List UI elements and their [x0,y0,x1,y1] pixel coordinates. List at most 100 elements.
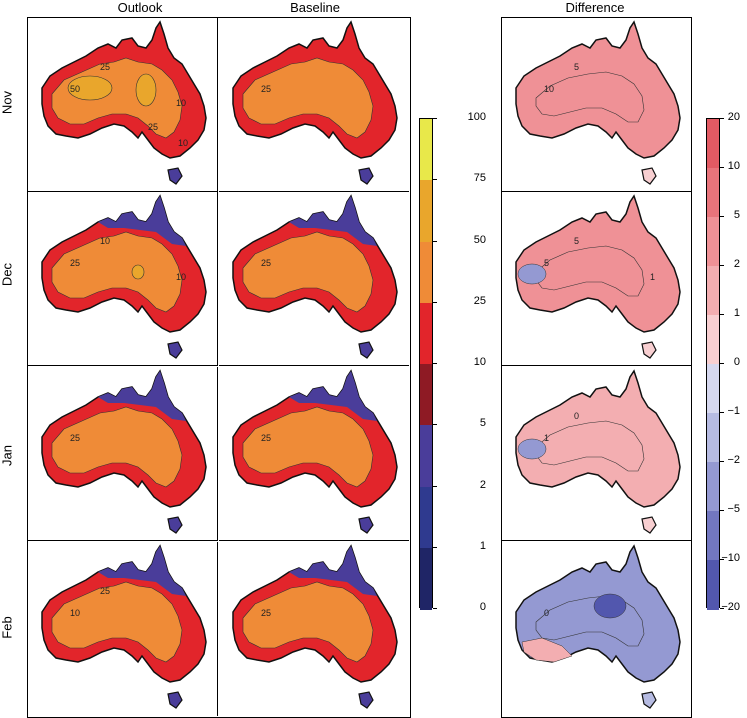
contour-label: 0 [574,411,579,421]
column-title-outlook: Outlook [117,0,163,15]
positive-region [521,637,573,663]
colorbar-tick-mark [720,265,724,266]
row-label-jan: Jan [0,445,15,466]
australia-map: 10 [515,369,681,534]
map-panel-nov-baseline: 25 [219,18,409,192]
interior-region [242,57,374,139]
colorbar-tick-mark [720,118,724,119]
australia-map: 25 [232,194,398,359]
contour-label: 1 [544,433,549,443]
difference-land [515,369,681,508]
interior-region [242,231,374,313]
colorbar-tick-mark [720,363,724,364]
hot-spot-region [135,73,157,107]
colorbar-segment [707,364,719,414]
tropics-band [98,371,186,421]
contour-label: 25 [261,433,271,443]
row-label-nov: Nov [0,90,15,115]
colorbar-tick-mark [720,412,724,413]
colorbar-segment [707,413,719,463]
contour-label: 25 [70,433,80,443]
tasmania [358,167,374,185]
tasmania [167,167,183,185]
colorbar-segment [707,217,719,267]
colorbar-tick-label: −1 [727,405,740,417]
tropics-band [98,546,186,596]
colorbar-tick-label: 75 [473,172,486,185]
difference-contour [535,420,645,472]
colorbar-tick-label: 2 [733,258,740,270]
colorbar-tick-label: −5 [727,503,740,515]
tropics-band [289,546,377,596]
colorbar-tick-label: 0 [479,601,486,613]
contour-label: 25 [70,258,80,268]
colorbar-tick-mark [433,179,437,181]
contour-label: 10 [176,272,186,282]
colorbar-tick-mark [433,301,437,303]
hot-spot-region [67,75,113,101]
colorbar-tick-label: −2 [727,454,740,466]
colorbar-tick-mark [720,510,724,511]
difference-contour [535,71,645,123]
colorbar-segment [707,462,719,512]
interior-region [242,581,374,663]
colorbar-segment [707,315,719,365]
australia-map: 25 [232,544,398,709]
colorbar-tick-label: 10 [727,160,740,172]
colorbar-segment [420,302,432,365]
contour-label: 25 [261,258,271,268]
contour-label: 10 [178,138,188,148]
colorbar-segment [420,425,432,487]
map-panel-dec-difference: 5 5 1 [502,192,692,366]
colorbar-tick-label: 2 [479,478,486,491]
colorbar-segment [707,266,719,316]
tasmania [167,341,183,359]
australia-map: 10 5 [515,20,681,185]
contour-label: 5 [574,236,579,246]
colorbar-segment [707,168,719,218]
colorbar-segment [420,241,432,304]
colorbar-tick-mark [720,608,724,609]
colorbar-tick-mark [433,485,437,487]
difference-land [515,20,681,159]
colorbar-tick-label: −20 [721,601,740,613]
negative-region [517,438,547,460]
interior-region [51,581,183,663]
colorbar-tick-label: 1 [479,539,486,552]
tasmania [167,691,183,709]
australia-map: 25 [232,369,398,534]
colorbar-tick-mark [720,216,724,217]
map-panel-jan-baseline: 25 [219,367,409,541]
difference-contour [535,595,645,647]
colorbar-segment [420,486,432,549]
australia-map: 25 [41,369,207,534]
colorbar-segment [420,119,432,181]
contour-label: 5 [544,258,549,268]
difference-contour [535,245,645,297]
column-title-baseline: Baseline [290,0,340,15]
map-panel-feb-difference: 0 [502,542,692,716]
contour-label: 10 [544,84,554,94]
colorbar-segment [420,180,432,242]
contour-label: 25 [261,608,271,618]
interior-region [51,406,183,488]
colorbar-tick-mark [720,559,724,560]
hot-spot-region [131,264,145,280]
australia-map: 5 5 1 [515,194,681,359]
australia-map: 25 [232,20,398,185]
tasmania [641,167,657,185]
australia-map: 10 25 [41,544,207,709]
tropics-band [289,196,377,246]
tasmania [641,516,657,534]
colorbar-segment [420,364,432,426]
map-panel-dec-outlook: 25 10 10 [28,192,218,366]
contour-label: 10 [70,608,80,618]
contour-label: 25 [261,84,271,94]
contour-label: 5 [574,62,579,72]
colorbar-tick-mark [433,546,437,548]
contour-label: 1 [650,272,655,282]
contour-label: 25 [148,122,158,132]
colorbar-tick-label: −10 [721,552,740,564]
tropics-band [98,196,186,246]
